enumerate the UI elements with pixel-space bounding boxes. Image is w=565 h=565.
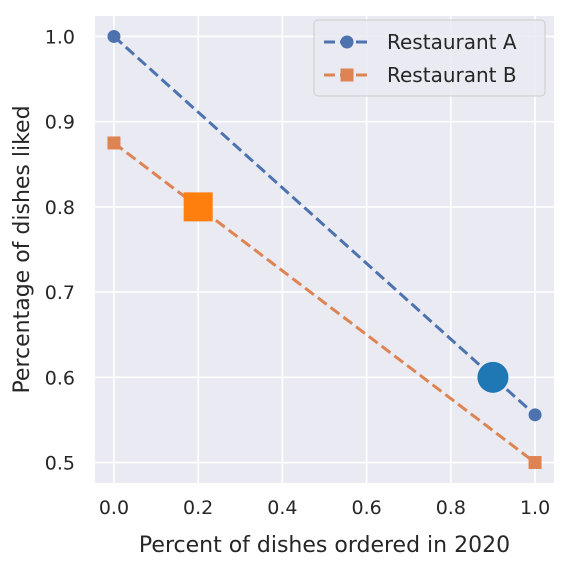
grid	[95, 16, 554, 483]
highlight-point-2	[183, 192, 213, 222]
x-tick-label: 0.0	[99, 497, 129, 519]
legend-label-2: Restaurant B	[387, 63, 517, 87]
x-tick-label: 0.2	[183, 497, 213, 519]
series-2-point	[107, 136, 121, 150]
legend-label-1: Restaurant A	[387, 30, 517, 54]
y-tick-label: 0.5	[45, 453, 75, 475]
y-axis-ticks: 0.5 0.6 0.7 0.8 0.9 1.0	[45, 26, 75, 474]
legend-box	[313, 19, 546, 97]
legend-marker-1	[340, 35, 354, 49]
series-2-point	[528, 456, 542, 470]
x-axis-ticks: 0.0 0.2 0.4 0.6 0.8 1.0	[99, 497, 550, 519]
legend-marker-2	[340, 68, 354, 82]
y-tick-label: 0.7	[45, 282, 75, 304]
highlight-point-1	[477, 361, 509, 393]
y-axis-label: Percentage of dishes liked	[10, 105, 35, 393]
highlight-layer	[183, 192, 509, 393]
x-tick-label: 0.6	[352, 497, 382, 519]
series-1-point	[528, 408, 542, 422]
x-tick-label: 0.4	[267, 497, 297, 519]
x-tick-label: 0.8	[436, 497, 466, 519]
x-tick-label: 1.0	[520, 497, 550, 519]
x-axis-label: Percent of dishes ordered in 2020	[139, 533, 510, 558]
y-tick-label: 0.9	[45, 112, 75, 134]
series-line-1	[112, 35, 537, 416]
series-1-point	[107, 29, 121, 43]
y-tick-label: 0.6	[45, 367, 75, 389]
y-tick-label: 1.0	[45, 26, 75, 48]
y-tick-label: 0.8	[45, 197, 75, 219]
legend: Restaurant A Restaurant B	[313, 19, 546, 97]
